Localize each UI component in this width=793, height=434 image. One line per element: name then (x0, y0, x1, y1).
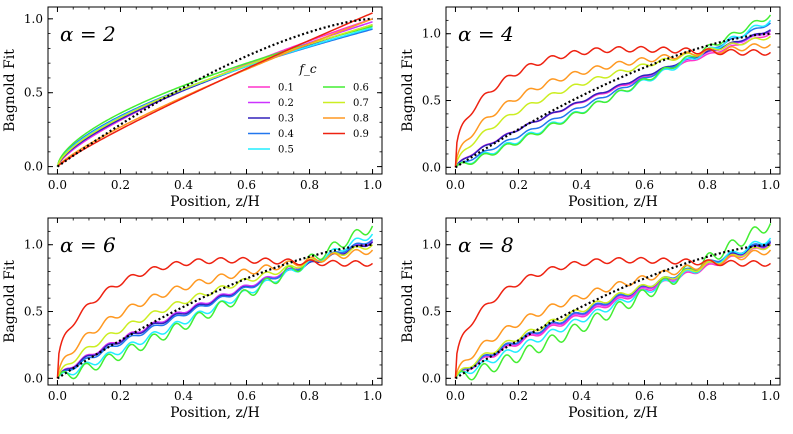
x-tick-label: 0.0 (48, 178, 67, 192)
series-line-fc-0-6 (454, 223, 772, 381)
series-line-fc-0-8 (454, 43, 772, 168)
y-axis-label: Bagnold Fit (400, 260, 416, 343)
panel-title: α = 8 (458, 233, 514, 257)
x-tick-label: 1.0 (363, 178, 382, 192)
legend-label-fc-0-6: 0.6 (353, 83, 369, 94)
series-line-fc-0-9 (454, 256, 771, 379)
y-tick-label: 1.0 (24, 238, 43, 252)
y-tick-label: 0.5 (422, 305, 441, 319)
series-line-fc-0-4 (56, 28, 373, 167)
x-tick-label: 0.8 (698, 389, 717, 403)
x-tick-label: 0.2 (111, 389, 130, 403)
x-tick-label: 1.0 (761, 389, 780, 403)
series-line-fc-0-6 (454, 14, 772, 168)
series-line-fc-0-7 (56, 24, 373, 167)
y-tick-label: 0.0 (422, 160, 441, 174)
x-tick-label: 0.0 (48, 389, 67, 403)
series-line-fc-0-9 (454, 45, 771, 168)
y-tick-label: 0.0 (24, 371, 43, 385)
y-tick-label: 0.5 (24, 86, 43, 100)
x-axis-label: Position, z/H (568, 405, 658, 421)
y-axis-label: Bagnold Fit (400, 49, 416, 132)
y-axis-label: Bagnold Fit (2, 260, 18, 343)
y-tick-label: 1.0 (24, 12, 43, 26)
legend-label-fc-0-4: 0.4 (278, 129, 294, 140)
series-line-fc-0-6 (56, 225, 374, 380)
x-tick-label: 0.2 (111, 178, 130, 192)
y-axis-label: Bagnold Fit (2, 49, 18, 132)
x-tick-label: 0.6 (237, 389, 256, 403)
legend-label-fc-0-2: 0.2 (278, 98, 294, 109)
legend-label-fc-0-8: 0.8 (353, 114, 369, 125)
series-line-fc-0-5 (56, 26, 373, 167)
series-group (454, 223, 772, 381)
series-line-fc-0-9 (56, 12, 373, 168)
series-line-fc-0-3 (56, 24, 373, 167)
x-tick-label: 0.6 (635, 178, 654, 192)
y-tick-label: 0.0 (422, 371, 441, 385)
legend: f_c 0.1 0.2 0.3 0.4 0.5 0.6 0.7 0.8 0.9 (248, 62, 369, 156)
x-tick-label: 0.2 (509, 389, 528, 403)
legend-label-fc-0-3: 0.3 (278, 114, 294, 125)
x-tick-label: 0.6 (635, 389, 654, 403)
x-tick-label: 0.4 (572, 389, 591, 403)
x-tick-label: 0.8 (300, 178, 319, 192)
legend-title: f_c (298, 62, 316, 76)
y-tick-label: 1.0 (422, 238, 441, 252)
x-tick-label: 1.0 (761, 178, 780, 192)
legend-label-fc-0-7: 0.7 (353, 98, 369, 109)
panel-title: α = 6 (60, 233, 116, 257)
x-axis-label: Position, z/H (170, 194, 260, 210)
series-line-fc-0-6 (56, 25, 373, 167)
legend-label-fc-0-5: 0.5 (278, 145, 294, 156)
legend-label-fc-0-9: 0.9 (353, 129, 369, 140)
x-tick-label: 0.4 (174, 389, 193, 403)
series-line-fc-0-7 (454, 35, 772, 168)
y-tick-label: 1.0 (422, 27, 441, 41)
y-tick-label: 0.0 (24, 160, 43, 174)
bagnold-reference-line (56, 17, 373, 168)
panel-2: 0.0 0.2 0.4 0.6 0.8 1.0 0.0 0.5 1.0 Position, z/H… (400, 6, 781, 210)
x-tick-label: 1.0 (363, 389, 382, 403)
y-tick-label: 0.5 (24, 305, 43, 319)
panel-4: 0.0 0.2 0.4 0.6 0.8 1.0 0.0 0.5 1.0 Position, z/H… (400, 217, 781, 421)
legend-label-fc-0-1: 0.1 (278, 83, 294, 94)
x-tick-label: 0.4 (572, 178, 591, 192)
series-group (56, 225, 374, 380)
series-line-fc-0-4 (454, 22, 772, 168)
series-line-fc-0-4 (454, 240, 772, 379)
x-axis-label: Position, z/H (170, 405, 260, 421)
x-tick-label: 0.4 (174, 178, 193, 192)
x-tick-label: 0.2 (509, 178, 528, 192)
series-group (56, 12, 373, 168)
panel-title: α = 2 (60, 22, 116, 46)
x-axis-label: Position, z/H (568, 194, 658, 210)
x-tick-label: 0.0 (446, 389, 465, 403)
series-group (454, 14, 772, 169)
x-tick-label: 0.0 (446, 178, 465, 192)
series-line-fc-0-9 (56, 256, 373, 379)
panel-1: 0.0 0.2 0.4 0.6 0.8 1.0 0.0 0.5 1.0 Position, z/H… (2, 6, 383, 210)
panel-title: α = 4 (458, 22, 514, 46)
x-tick-label: 0.8 (300, 389, 319, 403)
series-line-fc-0-5 (454, 237, 772, 379)
y-tick-label: 0.5 (422, 94, 441, 108)
series-line-fc-0-8 (56, 248, 374, 379)
x-tick-label: 0.6 (237, 178, 256, 192)
x-tick-label: 0.8 (698, 178, 717, 192)
panel-3: 0.0 0.2 0.4 0.6 0.8 1.0 0.0 0.5 1.0 Position, z/H… (2, 217, 383, 421)
